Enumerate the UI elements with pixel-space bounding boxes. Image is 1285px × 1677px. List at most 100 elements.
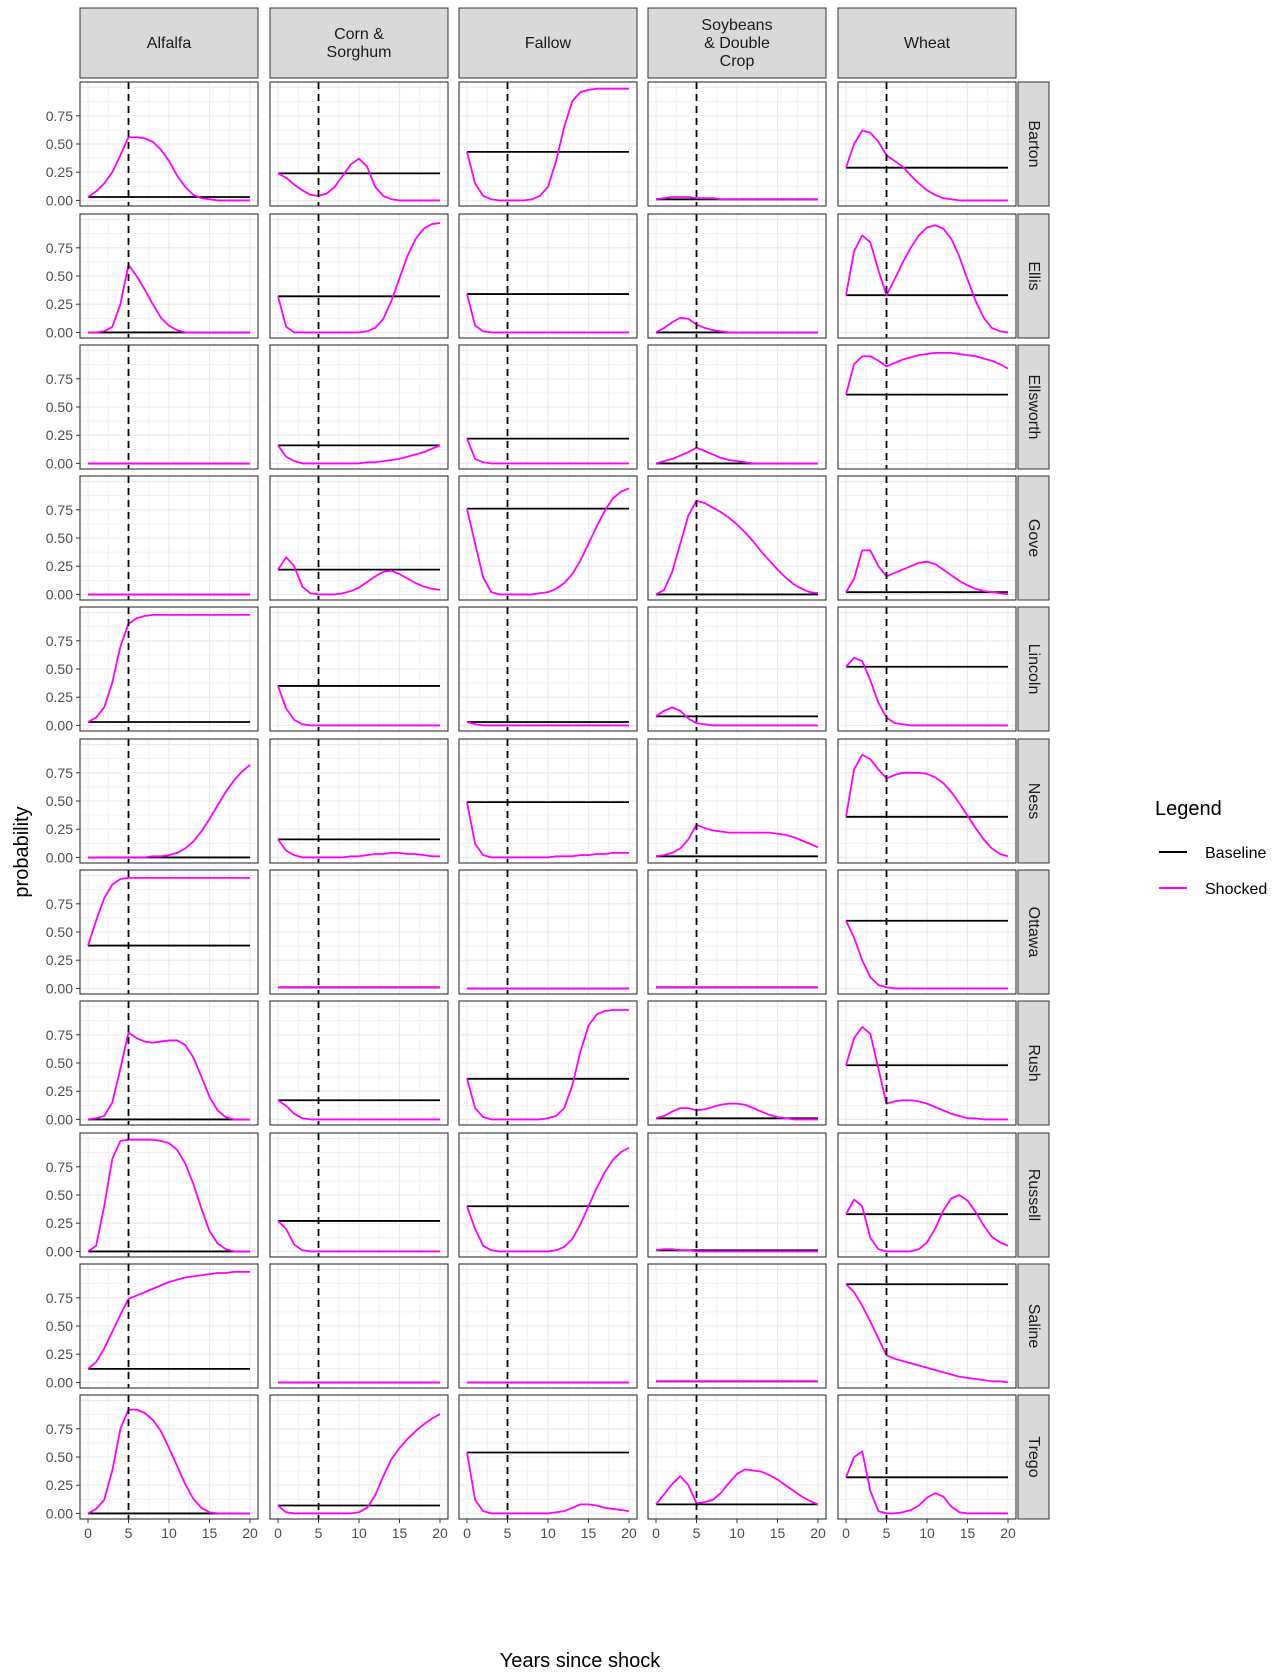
y-tick-label: 0.50: [46, 661, 73, 677]
y-tick-label: 0.75: [46, 1027, 73, 1043]
y-tick-label: 0.00: [46, 849, 73, 865]
gridlines: [459, 1001, 637, 1125]
gridlines: [270, 1395, 448, 1519]
x-tick-label: 0: [842, 1525, 850, 1541]
panel-border: [269, 344, 449, 470]
row-strip-gove: Gove: [1017, 475, 1050, 601]
legend-title: Legend: [1155, 798, 1222, 820]
gridlines: [270, 739, 448, 863]
gridlines: [838, 607, 1016, 731]
y-tick-label: 0.25: [46, 1346, 73, 1362]
strip-wheat: Wheat: [837, 7, 1017, 79]
row-strip-label: Saline: [1025, 1304, 1042, 1349]
gridlines: [80, 870, 258, 994]
row-strip-background: [1017, 344, 1050, 470]
panel-border: [458, 1132, 638, 1258]
y-tick-label: 0.75: [46, 896, 73, 912]
x-axis-title: Years since shock: [500, 1650, 661, 1672]
series-line-shocked: [87, 613, 250, 723]
series-line-shocked: [466, 1452, 630, 1515]
panel-ellis-corn-sorghum: [269, 213, 449, 339]
series-line-shocked: [466, 87, 629, 202]
column-strip-headers: Alfalfa Corn & Sorghum Fallow Soybeans & Doub…: [79, 7, 1017, 79]
series-line-shocked: [466, 1009, 629, 1121]
row-strip-ellis: Ellis: [1017, 213, 1050, 339]
x-tick-label: 5: [315, 1525, 323, 1541]
row-strip-background: [1017, 606, 1050, 732]
x-tick-label: 20: [621, 1525, 637, 1541]
strip-alfalfa: Alfalfa: [79, 7, 259, 79]
strip-label: Fallow: [525, 35, 572, 52]
row-strip-label: Barton: [1025, 120, 1042, 167]
facet-panels: [79, 81, 1017, 1520]
panel-border: [458, 1263, 638, 1389]
x-tick-label: 15: [770, 1525, 786, 1541]
panel-ottawa-wheat: [837, 869, 1017, 995]
panel-border: [269, 1000, 449, 1126]
y-tick-label: 0.50: [46, 399, 73, 415]
x-tick-label: 15: [202, 1525, 218, 1541]
gridlines: [648, 1001, 826, 1125]
panel-ottawa-corn-sorghum: [269, 869, 449, 995]
panel-ellis-fallow: [458, 213, 638, 339]
panel-trego-fallow: [458, 1394, 638, 1520]
panel-ellsworth-wheat: [837, 344, 1017, 470]
axes: 0.00 0.25 0.50 0.75 0.00 0.25 0.50 0.75 0.00 0.25…: [46, 108, 1016, 1541]
legend: Legend Baseline Shocked: [1155, 798, 1267, 898]
y-tick-label: 0.00: [46, 324, 73, 340]
y-tick-label: 0.00: [46, 1505, 73, 1521]
panel-russell-corn-sorghum: [269, 1132, 449, 1258]
panel-barton-alfalfa: [79, 81, 259, 207]
panel-gove-fallow: [458, 475, 638, 601]
panel-trego-alfalfa: [79, 1394, 259, 1520]
legend-label-shocked: Shocked: [1205, 881, 1267, 898]
series-line-shocked: [655, 196, 818, 201]
series-line-shocked: [277, 685, 440, 727]
panel-border: [647, 1000, 827, 1126]
strip-background: [647, 7, 827, 79]
y-tick-label: 0.75: [46, 633, 73, 649]
x-tick-label: 0: [463, 1525, 471, 1541]
panel-saline-fallow: [458, 1263, 638, 1389]
series-line-shocked: [655, 499, 819, 596]
panel-border: [269, 606, 449, 732]
panel-lincoln-wheat: [837, 606, 1017, 732]
y-tick-label: 0.50: [46, 793, 73, 809]
series-line-shocked: [655, 1248, 818, 1253]
series-line-shocked: [87, 1408, 250, 1515]
x-tick-label: 15: [960, 1525, 976, 1541]
y-tick-label: 0.75: [46, 1290, 73, 1306]
series-line-shocked: [87, 1138, 250, 1253]
row-strip-background: [1017, 1394, 1050, 1520]
gridlines: [648, 739, 826, 863]
series-line-shocked: [655, 446, 818, 465]
series-line-shocked: [277, 444, 441, 465]
y-tick-label: 0.25: [46, 1215, 73, 1231]
series-line-shocked: [87, 1031, 250, 1121]
series-line-shocked: [655, 1102, 818, 1121]
panel-border: [269, 1263, 449, 1389]
series-line-shocked: [655, 823, 819, 858]
series-line-shocked: [845, 656, 1008, 727]
row-strip-ellsworth: Ellsworth: [1017, 344, 1050, 470]
y-tick-label: 0.00: [46, 586, 73, 602]
gridlines: [270, 870, 448, 994]
gridlines: [459, 1133, 637, 1257]
y-tick-label: 0.75: [46, 1159, 73, 1175]
strip-background: [458, 7, 638, 79]
panel-barton-corn-sorghum: [269, 81, 449, 207]
panel-trego-corn-sorghum: [269, 1394, 449, 1520]
panel-border: [837, 475, 1017, 601]
panel-barton-soybeans-double-crop: [647, 81, 827, 207]
y-tick-label: 0.50: [46, 1449, 73, 1465]
series-line-shocked: [845, 224, 1009, 334]
series-line-shocked: [466, 438, 629, 465]
series-line-shocked: [845, 1194, 1009, 1253]
row-strip-saline: Saline: [1017, 1263, 1050, 1389]
panel-saline-wheat: [837, 1263, 1017, 1389]
panel-ellsworth-soybeans-double-crop: [647, 344, 827, 470]
y-tick-label: 0.25: [46, 952, 73, 968]
series-line-shocked: [88, 764, 251, 859]
row-strip-background: [1017, 213, 1050, 339]
panel-russell-wheat: [837, 1132, 1017, 1258]
